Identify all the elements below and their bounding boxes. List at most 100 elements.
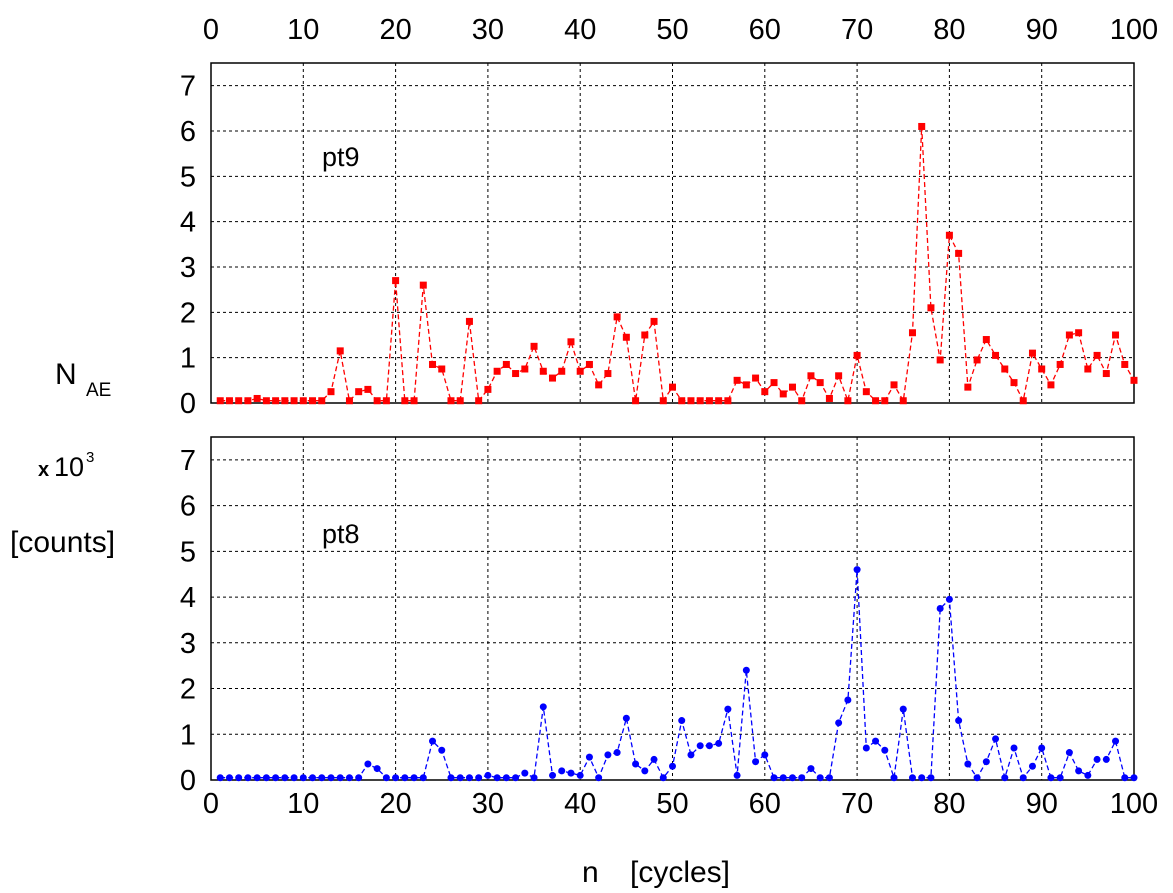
data-point bbox=[779, 390, 787, 398]
data-point bbox=[281, 774, 289, 782]
data-point bbox=[733, 771, 741, 779]
x-tick-label: 40 bbox=[564, 788, 596, 820]
data-point bbox=[687, 397, 695, 405]
x-tick-label: 60 bbox=[749, 788, 781, 820]
data-point bbox=[724, 705, 732, 713]
data-point bbox=[1038, 365, 1046, 373]
data-point bbox=[807, 765, 815, 773]
data-point bbox=[502, 360, 510, 368]
data-point bbox=[549, 771, 557, 779]
data-point bbox=[659, 774, 667, 782]
y-axis-multiplier-base: 10 bbox=[54, 452, 84, 482]
data-point bbox=[613, 749, 621, 757]
x-axis-label: n [cycles] bbox=[582, 856, 730, 889]
x-tick-label: 20 bbox=[379, 14, 411, 46]
data-point bbox=[382, 774, 390, 782]
data-point bbox=[844, 696, 852, 704]
data-point bbox=[632, 760, 640, 768]
data-point bbox=[595, 381, 603, 389]
data-point bbox=[1084, 771, 1092, 779]
data-point bbox=[1019, 397, 1027, 405]
data-point bbox=[982, 336, 990, 344]
data-point bbox=[290, 774, 298, 782]
y-tick-label: 1 bbox=[180, 719, 196, 751]
data-point bbox=[918, 774, 926, 782]
data-point bbox=[927, 774, 935, 782]
data-point bbox=[761, 751, 769, 759]
data-point bbox=[345, 774, 353, 782]
data-point bbox=[955, 717, 963, 725]
data-point bbox=[844, 397, 852, 405]
data-point bbox=[290, 397, 298, 405]
data-point bbox=[779, 774, 787, 782]
data-point bbox=[678, 397, 686, 405]
data-point bbox=[669, 383, 676, 391]
data-point bbox=[798, 397, 806, 405]
data-point bbox=[244, 774, 252, 782]
x-tick-label: 60 bbox=[749, 14, 781, 46]
x-tick-label: 70 bbox=[841, 788, 873, 820]
data-point bbox=[539, 703, 547, 711]
data-point bbox=[1075, 767, 1083, 775]
data-point bbox=[899, 705, 907, 713]
data-point bbox=[659, 397, 667, 405]
data-point bbox=[299, 774, 307, 782]
data-point bbox=[567, 338, 575, 346]
data-point bbox=[641, 331, 649, 339]
data-point bbox=[392, 277, 400, 285]
data-point bbox=[530, 342, 538, 350]
data-point bbox=[788, 774, 796, 782]
data-point bbox=[429, 737, 437, 745]
data-point bbox=[853, 351, 861, 359]
data-point bbox=[1019, 774, 1027, 782]
data-point bbox=[530, 774, 538, 782]
x-tick-label: 70 bbox=[841, 14, 873, 46]
y-axis-unit: [counts] bbox=[10, 526, 115, 559]
data-point bbox=[1010, 379, 1018, 387]
data-point bbox=[964, 383, 972, 391]
data-point bbox=[1112, 331, 1120, 339]
data-point bbox=[585, 360, 593, 368]
y-tick-label: 6 bbox=[180, 491, 196, 523]
y-tick-label: 0 bbox=[180, 765, 196, 797]
data-point bbox=[705, 742, 713, 750]
data-point bbox=[669, 762, 676, 770]
data-point bbox=[567, 769, 575, 777]
data-point bbox=[862, 388, 870, 396]
y-tick-label: 4 bbox=[180, 207, 196, 239]
data-point bbox=[253, 774, 261, 782]
data-point bbox=[272, 774, 280, 782]
data-point bbox=[401, 397, 409, 405]
data-point bbox=[512, 370, 520, 378]
x-tick-label: 90 bbox=[1026, 788, 1058, 820]
data-point bbox=[373, 397, 381, 405]
data-point bbox=[419, 281, 427, 289]
data-point bbox=[992, 735, 1000, 743]
data-point bbox=[770, 774, 778, 782]
data-point bbox=[770, 379, 778, 387]
data-point bbox=[558, 767, 566, 775]
data-point bbox=[1038, 744, 1046, 752]
data-point bbox=[355, 774, 363, 782]
data-point bbox=[253, 394, 261, 402]
data-point bbox=[1093, 755, 1101, 763]
data-point bbox=[484, 385, 492, 393]
y-tick-label: 2 bbox=[180, 674, 196, 706]
data-point bbox=[761, 388, 769, 396]
data-point bbox=[318, 774, 326, 782]
data-point bbox=[539, 367, 547, 375]
y-tick-label: 4 bbox=[180, 582, 196, 614]
y-tick-label: 6 bbox=[180, 116, 196, 148]
data-point bbox=[816, 774, 824, 782]
y-tick-label: 2 bbox=[180, 297, 196, 329]
data-point bbox=[549, 374, 557, 382]
data-point bbox=[401, 774, 409, 782]
data-point bbox=[918, 122, 926, 130]
data-point bbox=[1001, 365, 1009, 373]
data-point bbox=[262, 397, 270, 405]
data-point bbox=[484, 771, 492, 779]
y-axis-multiplier-exponent: 3 bbox=[86, 449, 94, 466]
